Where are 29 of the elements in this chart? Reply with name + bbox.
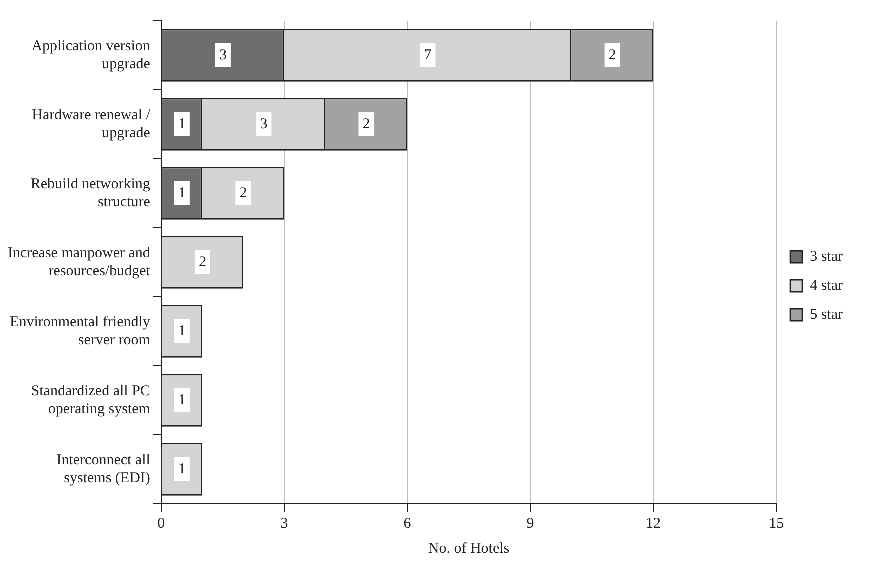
y-tick-label: Rebuild networking structure: [30, 176, 151, 210]
legend-label: 3 star: [810, 248, 844, 265]
x-tick-label: 9: [526, 516, 534, 532]
x-tick-label: 0: [158, 516, 166, 532]
y-tick-label: Increase manpower and resources/budget: [8, 245, 152, 280]
x-axis-title: No. of Hotels: [428, 540, 510, 557]
data-label: 1: [178, 116, 186, 132]
data-label: 2: [198, 254, 206, 270]
x-tick-label: 3: [280, 516, 288, 532]
legend-label: 5 star: [810, 306, 844, 323]
x-tick-label: 15: [769, 516, 784, 532]
data-label: 1: [178, 461, 186, 478]
data-label: 1: [178, 323, 186, 340]
data-label: 7: [424, 47, 432, 64]
y-tick-label: Standardized all PC operating system: [31, 383, 151, 418]
x-tick-label: 6: [404, 516, 412, 532]
data-label: 2: [608, 47, 616, 64]
legend-label: 4 star: [810, 278, 844, 294]
x-tick-label: 12: [646, 516, 662, 532]
y-tick-label: Application version upgrade: [32, 38, 151, 72]
data-label: 1: [178, 392, 186, 408]
data-label: 3: [260, 116, 268, 132]
data-label: 3: [219, 47, 227, 64]
data-label: 2: [362, 116, 370, 132]
y-tick-label: Environmental friendly server room: [10, 314, 151, 348]
data-label: 2: [240, 185, 248, 202]
data-label: 1: [178, 185, 186, 202]
y-tick-label: Interconnect all systems (EDI): [56, 452, 150, 486]
y-tick-label: Hardware renewal / upgrade: [32, 107, 152, 142]
